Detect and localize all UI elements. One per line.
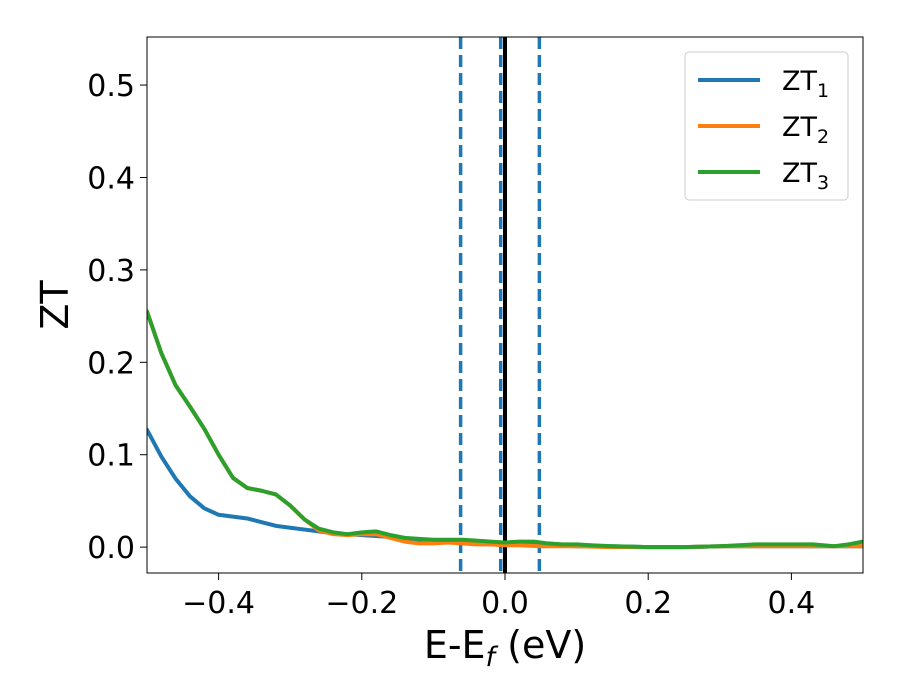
x-axis-label: E-Ef (eV) (424, 623, 586, 673)
x-axis-label-main: E-E (424, 623, 486, 667)
legend-box (684, 51, 849, 201)
legend-item-zt1: ZT1 (698, 66, 829, 102)
x-axis-ticks: −0.4 −0.2 0.0 0.2 0.4 (182, 573, 815, 621)
legend-label: ZT3 (782, 158, 829, 194)
x-tick-label: 0.0 (481, 586, 529, 621)
y-axis-ticks: 0.0 0.1 0.2 0.3 0.4 0.5 (87, 69, 147, 566)
y-tick-label: 0.4 (87, 161, 135, 196)
reference-lines (458, 37, 542, 573)
legend: ZT1 ZT2 ZT3 (684, 51, 849, 201)
x-tick-label: 0.2 (624, 586, 672, 621)
x-axis-label-unit: (eV) (495, 623, 586, 667)
legend-item-zt3: ZT3 (698, 158, 829, 194)
y-tick-label: 0.2 (87, 346, 135, 381)
series-line-zt3 (147, 309, 863, 550)
series-lines (147, 309, 863, 550)
x-tick-label: −0.4 (182, 586, 255, 621)
y-axis-label: ZT (33, 280, 77, 330)
x-tick-label: 0.4 (768, 586, 816, 621)
y-tick-label: 0.5 (87, 69, 135, 104)
x-tick-label: −0.2 (325, 586, 398, 621)
legend-label: ZT2 (782, 112, 829, 148)
legend-label: ZT1 (782, 66, 829, 102)
y-tick-label: 0.3 (87, 254, 135, 289)
legend-item-zt2: ZT2 (698, 112, 829, 148)
y-tick-label: 0.0 (87, 531, 135, 566)
y-tick-label: 0.1 (87, 439, 135, 474)
